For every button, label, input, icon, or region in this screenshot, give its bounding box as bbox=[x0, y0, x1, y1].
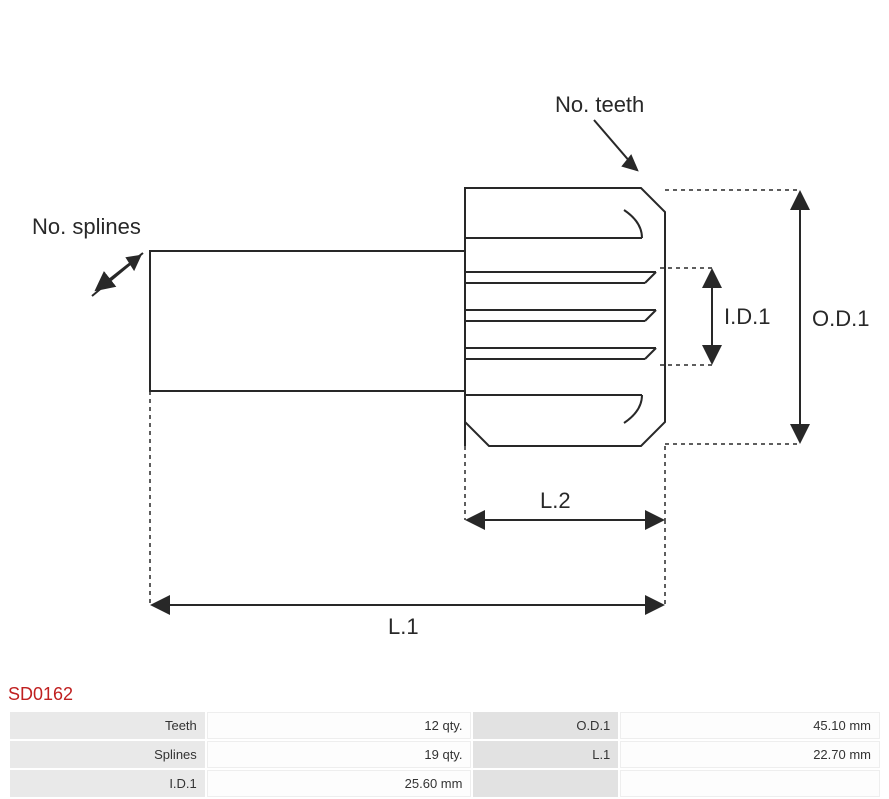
label-l2: L.2 bbox=[540, 488, 571, 514]
spec-value: 45.10 mm bbox=[620, 712, 880, 739]
spec-key: O.D.1 bbox=[473, 712, 618, 739]
table-row: Teeth 12 qty. O.D.1 45.10 mm bbox=[10, 712, 880, 739]
spec-key: Splines bbox=[10, 741, 205, 768]
spec-value: 12 qty. bbox=[207, 712, 472, 739]
table-row: Splines 19 qty. L.1 22.70 mm bbox=[10, 741, 880, 768]
spec-value: 22.70 mm bbox=[620, 741, 880, 768]
spec-key bbox=[473, 770, 618, 797]
label-no-teeth: No. teeth bbox=[555, 92, 644, 118]
technical-diagram: No. teeth No. splines I.D.1 O.D.1 L.2 L.… bbox=[0, 0, 889, 660]
spec-key: I.D.1 bbox=[10, 770, 205, 797]
table-row: I.D.1 25.60 mm bbox=[10, 770, 880, 797]
spec-value: 19 qty. bbox=[207, 741, 472, 768]
label-l1: L.1 bbox=[388, 614, 419, 640]
part-code: SD0162 bbox=[8, 684, 73, 705]
spec-table: Teeth 12 qty. O.D.1 45.10 mm Splines 19 … bbox=[8, 710, 882, 799]
spec-value bbox=[620, 770, 880, 797]
spec-value: 25.60 mm bbox=[207, 770, 472, 797]
spec-key: Teeth bbox=[10, 712, 205, 739]
label-od1: O.D.1 bbox=[812, 306, 869, 332]
label-id1: I.D.1 bbox=[724, 304, 770, 330]
label-no-splines: No. splines bbox=[32, 214, 141, 240]
spec-key: L.1 bbox=[473, 741, 618, 768]
